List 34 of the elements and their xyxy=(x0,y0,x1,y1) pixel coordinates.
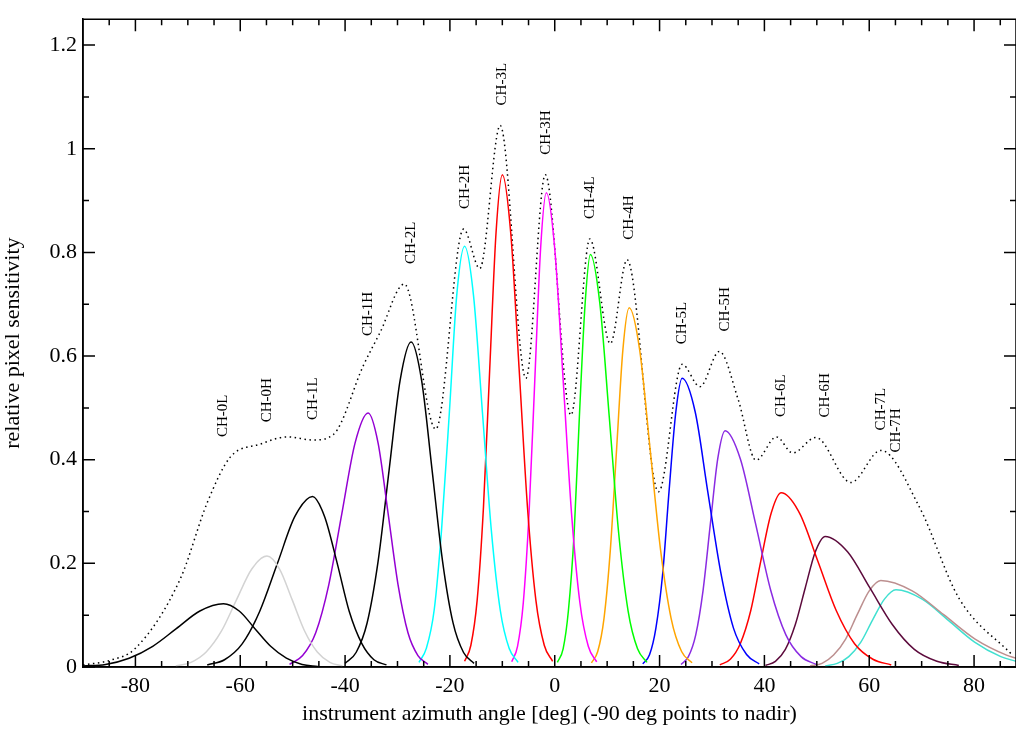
y-tick-label: 0.6 xyxy=(49,341,77,367)
annotation: CH-2L xyxy=(402,221,419,265)
x-tick-label: 80 xyxy=(963,671,986,697)
annotation: CH-6H xyxy=(816,373,833,418)
y-tick-label: 0.8 xyxy=(49,238,77,264)
x-tick-label: -40 xyxy=(330,671,360,697)
x-tick-label: 20 xyxy=(648,671,671,697)
annotation: CH-5L xyxy=(673,301,690,345)
annotation: CH-0L xyxy=(214,394,231,438)
annotation: CH-2H xyxy=(455,164,472,210)
annotation: CH-7L xyxy=(871,387,888,431)
annotation: CH-4H xyxy=(620,195,637,240)
x-axis-title: instrument azimuth angle [deg] (-90 deg points to nadir) xyxy=(302,699,797,725)
y-tick-label: 1 xyxy=(66,134,77,160)
x-tick-label: -20 xyxy=(435,671,465,697)
y-axis-title: relative pixel sensitivity xyxy=(0,237,24,449)
x-tick-label: 60 xyxy=(858,671,881,697)
x-tick-label: 0 xyxy=(549,671,561,697)
x-tick-label: -60 xyxy=(225,671,255,697)
y-tick-label: 0 xyxy=(66,652,77,678)
annotation: CH-3L xyxy=(493,62,510,106)
annotation: CH-3H xyxy=(537,110,554,155)
y-tick-label: 1.2 xyxy=(49,30,77,56)
x-tick-label: 40 xyxy=(753,671,776,697)
y-tick-label: 0.2 xyxy=(49,549,77,575)
x-tick-label: -80 xyxy=(120,671,151,697)
annotation: CH-1L xyxy=(303,377,320,420)
annotation: CH-6L xyxy=(772,374,789,417)
annotation: CH-0H xyxy=(257,377,274,423)
annotation: CH-5H xyxy=(716,287,733,332)
annotation: CH-1H xyxy=(359,291,376,337)
y-tick-label: 0.4 xyxy=(49,445,77,471)
annotation: CH-7H xyxy=(886,408,903,453)
annotation: CH-4L xyxy=(581,176,598,219)
